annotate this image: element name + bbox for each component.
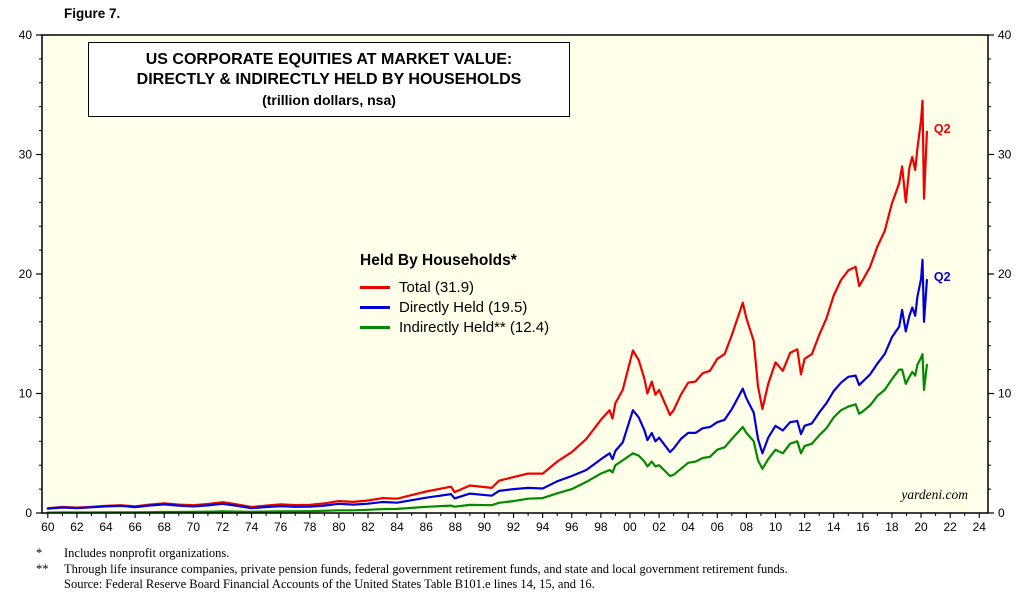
svg-text:40: 40 [998,28,1012,42]
chart-title-line2: DIRECTLY & INDIRECTLY HELD BY HOUSEHOLDS [136,71,522,89]
footnote-text: Includes nonprofit organizations. [64,546,230,560]
directly-held-line-swatch [360,305,390,309]
footnote-double-asterisk: ** Through life insurance companies, pri… [36,562,1014,578]
svg-text:78: 78 [303,520,317,534]
svg-text:98: 98 [594,520,608,534]
svg-text:86: 86 [420,520,434,534]
svg-text:96: 96 [565,520,579,534]
svg-text:82: 82 [361,520,375,534]
legend-label-indirectly-held: Indirectly Held** (12.4) [399,318,550,336]
svg-text:62: 62 [70,520,84,534]
svg-text:0: 0 [25,506,32,520]
svg-text:22: 22 [943,520,957,534]
chart-title-line1: US CORPORATE EQUITIES AT MARKET VALUE: [145,51,513,68]
legend: Held By Households* Total (31.9) Directl… [360,252,549,337]
footnote-marker [36,577,64,593]
svg-text:24: 24 [973,520,987,534]
svg-text:66: 66 [128,520,142,534]
chart-subtitle: (trillion dollars, nsa) [262,91,396,108]
svg-text:14: 14 [827,520,841,534]
svg-text:92: 92 [507,520,521,534]
series-line-indirectly-held [46,353,929,513]
svg-text:20: 20 [19,267,33,281]
svg-text:10: 10 [769,520,783,534]
svg-text:18: 18 [885,520,899,534]
footnote-marker: * [36,546,43,560]
svg-text:60: 60 [41,520,55,534]
watermark: yardeni.com [901,487,968,502]
svg-text:10: 10 [998,387,1012,401]
svg-text:20: 20 [914,520,928,534]
svg-text:76: 76 [274,520,288,534]
svg-text:30: 30 [998,148,1012,162]
footnote-text: Through life insurance companies, privat… [64,561,788,576]
svg-text:12: 12 [798,520,812,534]
legend-item-total: Total (31.9) [360,277,549,297]
svg-text:00: 00 [623,520,637,534]
svg-text:94: 94 [536,520,550,534]
end-label-total: Q2 [934,122,951,136]
svg-text:10: 10 [19,387,33,401]
svg-text:72: 72 [216,520,230,534]
svg-text:74: 74 [245,520,259,534]
svg-text:64: 64 [99,520,113,534]
indirectly-held-line-swatch [360,325,390,329]
svg-text:04: 04 [682,520,696,534]
svg-text:68: 68 [158,520,172,534]
end-label-directly-held: Q2 [934,270,951,284]
legend-label-total: Total (31.9) [399,278,475,296]
svg-text:30: 30 [19,148,33,162]
legend-header: Held By Households* [360,252,517,269]
svg-text:70: 70 [187,520,201,534]
svg-text:40: 40 [19,28,33,42]
svg-text:84: 84 [390,520,404,534]
series-line-directly-held [46,258,929,510]
svg-text:90: 90 [478,520,492,534]
svg-text:20: 20 [998,267,1012,281]
svg-text:0: 0 [998,506,1005,520]
svg-text:16: 16 [856,520,870,534]
footnotes: * Includes nonprofit organizations. ** T… [36,546,1014,593]
svg-text:08: 08 [740,520,754,534]
total-line-swatch [360,285,390,289]
svg-text:80: 80 [332,520,346,534]
legend-item-indirectly-held: Indirectly Held** (12.4) [360,317,549,337]
footnote-text: Source: Federal Reserve Board Financial … [64,577,595,592]
legend-label-directly-held: Directly Held (19.5) [399,298,528,316]
svg-text:88: 88 [449,520,463,534]
footnote-marker: ** [36,561,49,576]
svg-text:06: 06 [711,520,725,534]
series-line-total [46,99,929,510]
figure-label: Figure 7. [64,6,121,21]
chart-title-box: US CORPORATE EQUITIES AT MARKET VALUE: D… [88,42,570,117]
svg-text:02: 02 [652,520,666,534]
footnote-asterisk: * Includes nonprofit organizations. [36,546,1014,562]
legend-item-directly-held: Directly Held (19.5) [360,297,549,317]
footnote-source: Source: Federal Reserve Board Financial … [36,577,1014,593]
